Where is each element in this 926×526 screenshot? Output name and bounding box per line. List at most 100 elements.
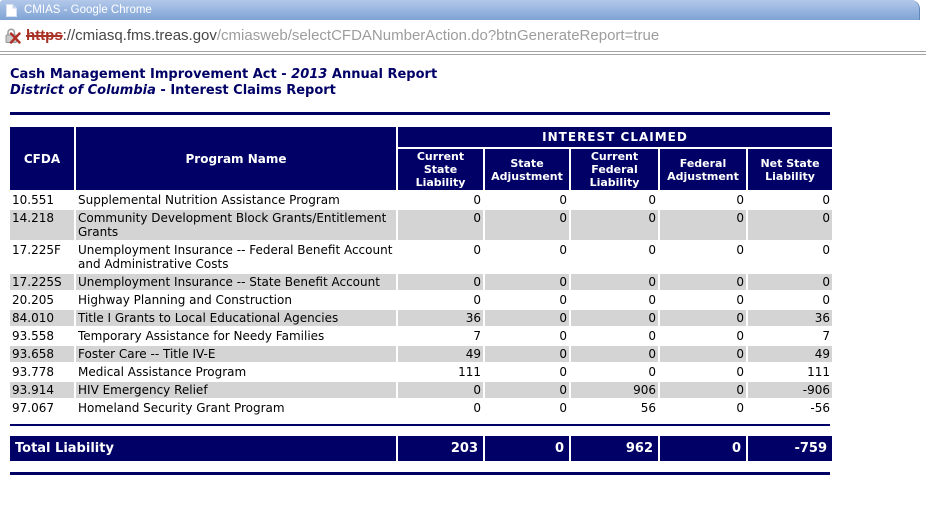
program-name-cell: Temporary Assistance for Needy Families xyxy=(76,328,396,344)
heading-rule xyxy=(10,112,830,115)
program-name-cell: HIV Emergency Relief xyxy=(76,382,396,398)
current-state-liability-header: Current State Liability xyxy=(398,149,483,190)
total-liability-label: Total Liability xyxy=(10,436,396,461)
federal-adjustment-cell: 0 xyxy=(660,346,746,362)
current-federal-liability-cell: 0 xyxy=(571,242,658,272)
interest-claimed-header: INTEREST CLAIMED xyxy=(398,127,832,147)
total-federal-adjustment: 0 xyxy=(660,436,746,461)
program-name-cell: Foster Care -- Title IV-E xyxy=(76,346,396,362)
federal-adjustment-cell: 0 xyxy=(660,210,746,240)
net-state-liability-cell: 0 xyxy=(748,192,832,208)
table-row: 20.205 Highway Planning and Construction… xyxy=(10,292,832,308)
state-adjustment-cell: 0 xyxy=(485,400,569,416)
table-row: 93.658 Foster Care -- Title IV-E 49 0 0 … xyxy=(10,346,832,362)
state-adjustment-cell: 0 xyxy=(485,364,569,380)
table-row: 84.010 Title I Grants to Local Education… xyxy=(10,310,832,326)
state-adjustment-cell: 0 xyxy=(485,210,569,240)
report-title-line1-plain: Cash Management Improvement Act - xyxy=(10,67,292,82)
current-federal-liability-cell: 0 xyxy=(571,274,658,290)
current-state-liability-cell: 0 xyxy=(398,242,483,272)
report-subtitle-state: District of Columbia xyxy=(10,83,156,98)
state-adjustment-cell: 0 xyxy=(485,192,569,208)
state-adjustment-cell: 0 xyxy=(485,310,569,326)
program-name-cell: Unemployment Insurance -- State Benefit … xyxy=(76,274,396,290)
cfda-cell: 93.914 xyxy=(10,382,74,398)
program-name-cell: Community Development Block Grants/Entit… xyxy=(76,210,396,240)
address-bar[interactable]: https://cmiasq.fms.treas.gov/cmiasweb/se… xyxy=(0,20,926,51)
cfda-cell: 14.218 xyxy=(10,210,74,240)
toolbar-divider xyxy=(0,51,926,55)
net-state-liability-cell: 36 xyxy=(748,310,832,326)
net-state-liability-cell: 49 xyxy=(748,346,832,362)
url-host: ://cmiasq.fms.treas.gov xyxy=(62,27,217,44)
state-adjustment-cell: 0 xyxy=(485,274,569,290)
current-state-liability-cell: 0 xyxy=(398,192,483,208)
cfda-cell: 84.010 xyxy=(10,310,74,326)
cfda-cell: 17.225S xyxy=(10,274,74,290)
cfda-cell: 20.205 xyxy=(10,292,74,308)
current-federal-liability-cell: 0 xyxy=(571,292,658,308)
table-row: 17.225F Unemployment Insurance -- Federa… xyxy=(10,242,832,272)
cfda-cell: 97.067 xyxy=(10,400,74,416)
program-name-cell: Supplemental Nutrition Assistance Progra… xyxy=(76,192,396,208)
report-title: Cash Management Improvement Act - 2013 A… xyxy=(10,67,926,99)
federal-adjustment-cell: 0 xyxy=(660,292,746,308)
federal-adjustment-cell: 0 xyxy=(660,400,746,416)
state-adjustment-cell: 0 xyxy=(485,242,569,272)
header-row-top: CFDA Program Name INTEREST CLAIMED xyxy=(10,127,832,190)
total-current-state-liability: 203 xyxy=(398,436,483,461)
totals-bottom-rule xyxy=(10,472,830,475)
table-row: 93.778 Medical Assistance Program 111 0 … xyxy=(10,364,832,380)
current-state-liability-cell: 111 xyxy=(398,364,483,380)
state-adjustment-cell: 0 xyxy=(485,328,569,344)
net-state-liability-cell: 0 xyxy=(748,274,832,290)
current-federal-liability-cell: 0 xyxy=(571,328,658,344)
current-federal-liability-cell: 0 xyxy=(571,310,658,326)
state-adjustment-header: State Adjustment xyxy=(485,149,569,190)
report-subtitle-rest: - Interest Claims Report xyxy=(155,83,336,98)
current-state-liability-cell: 0 xyxy=(398,274,483,290)
federal-adjustment-cell: 0 xyxy=(660,310,746,326)
cfda-cell: 93.558 xyxy=(10,328,74,344)
window-titlebar[interactable]: CMIAS - Google Chrome xyxy=(0,0,920,20)
net-state-liability-cell: 111 xyxy=(748,364,832,380)
report-title-year: 2013 xyxy=(291,67,328,82)
net-state-liability-cell: 0 xyxy=(748,292,832,308)
net-state-liability-cell: -56 xyxy=(748,400,832,416)
broken-https-lock-icon xyxy=(5,28,21,44)
current-federal-liability-cell: 0 xyxy=(571,346,658,362)
current-federal-liability-cell: 0 xyxy=(571,364,658,380)
current-state-liability-cell: 0 xyxy=(398,400,483,416)
federal-adjustment-cell: 0 xyxy=(660,382,746,398)
total-net-state-liability: -759 xyxy=(748,436,832,461)
federal-adjustment-cell: 0 xyxy=(660,274,746,290)
federal-adjustment-cell: 0 xyxy=(660,364,746,380)
current-federal-liability-header: Current Federal Liability xyxy=(571,149,658,190)
program-name-cell: Medical Assistance Program xyxy=(76,364,396,380)
state-adjustment-cell: 0 xyxy=(485,382,569,398)
federal-adjustment-cell: 0 xyxy=(660,242,746,272)
net-state-liability-cell: 0 xyxy=(748,242,832,272)
cfda-cell: 93.658 xyxy=(10,346,74,362)
cfda-column-header: CFDA xyxy=(10,127,74,190)
program-name-cell: Unemployment Insurance -- Federal Benefi… xyxy=(76,242,396,272)
table-row: 93.914 HIV Emergency Relief 0 0 906 0 -9… xyxy=(10,382,832,398)
current-state-liability-cell: 49 xyxy=(398,346,483,362)
current-federal-liability-cell: 0 xyxy=(571,210,658,240)
federal-adjustment-header: Federal Adjustment xyxy=(660,149,746,190)
state-adjustment-cell: 0 xyxy=(485,292,569,308)
cfda-cell: 17.225F xyxy=(10,242,74,272)
report-title-line1-rest: Annual Report xyxy=(327,67,438,82)
current-federal-liability-cell: 56 xyxy=(571,400,658,416)
total-liability-row: Total Liability 203 0 962 0 -759 xyxy=(8,434,834,463)
url-scheme: https xyxy=(26,27,63,44)
table-row: 10.551 Supplemental Nutrition Assistance… xyxy=(10,192,832,208)
program-name-cell: Title I Grants to Local Educational Agen… xyxy=(76,310,396,326)
cfda-cell: 93.778 xyxy=(10,364,74,380)
table-row: 93.558 Temporary Assistance for Needy Fa… xyxy=(10,328,832,344)
program-name-cell: Highway Planning and Construction xyxy=(76,292,396,308)
net-state-liability-cell: -906 xyxy=(748,382,832,398)
table-row: 17.225S Unemployment Insurance -- State … xyxy=(10,274,832,290)
header-row-sub: Current State Liability State Adjustment… xyxy=(10,149,832,190)
federal-adjustment-cell: 0 xyxy=(660,328,746,344)
